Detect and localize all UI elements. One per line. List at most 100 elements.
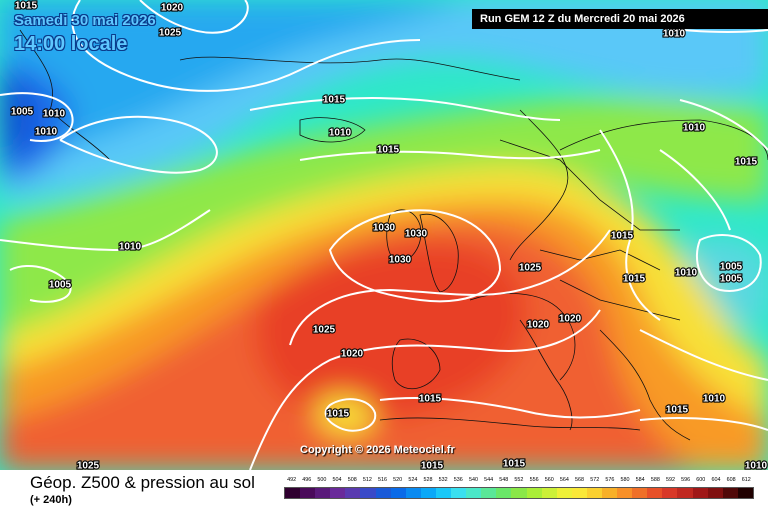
scale-label: 556 <box>529 477 539 483</box>
isobar-label: 1020 <box>161 3 184 14</box>
scale-swatch <box>315 488 331 498</box>
isobar-label: 1010 <box>329 128 352 139</box>
forecast-range: (+ 240h) <box>30 494 72 506</box>
scale-label: 612 <box>741 477 751 483</box>
scale-swatch <box>345 488 361 498</box>
isobar-label: 1015 <box>421 461 444 470</box>
color-scale-legend: 492 496 500 504 508 512 516 520 524 528 532 536 540 5… <box>284 477 754 507</box>
isobar-label: 1030 <box>373 223 396 234</box>
isobar-label: 1015 <box>611 231 634 242</box>
isobar-label: 1030 <box>389 255 412 266</box>
scale-label: 524 <box>408 477 418 483</box>
scale-swatch <box>737 488 753 498</box>
scale-swatch <box>435 488 452 498</box>
scale-swatch <box>541 488 557 498</box>
scale-swatch <box>707 488 723 498</box>
valid-date: Samedi 30 mai 2026 <box>14 12 156 29</box>
isobar-label: 1015 <box>623 274 646 285</box>
scale-label: 600 <box>696 477 706 483</box>
scale-label: 596 <box>681 477 691 483</box>
scale-label: 564 <box>559 477 569 483</box>
scale-label: 592 <box>665 477 675 483</box>
isobar-label: 1020 <box>341 349 364 360</box>
scale-swatches <box>284 487 754 499</box>
run-info-banner: Run GEM 12 Z du Mercredi 20 mai 2026 <box>472 9 768 29</box>
scale-label: 548 <box>499 477 509 483</box>
scale-swatch <box>496 488 512 498</box>
isobar-label: 1010 <box>43 109 66 120</box>
isobar-label: 1015 <box>327 409 350 420</box>
scale-swatch <box>526 488 542 498</box>
scale-swatch <box>330 488 346 498</box>
isobar-label: 1020 <box>559 314 582 325</box>
scale-swatch <box>360 488 376 498</box>
scale-swatch <box>481 488 497 498</box>
scale-swatch <box>375 488 391 498</box>
scale-label: 520 <box>393 477 403 483</box>
isobar-label: 1015 <box>377 145 400 156</box>
scale-label: 608 <box>726 477 736 483</box>
scale-swatch <box>420 488 436 498</box>
isobar-label: 1015 <box>666 405 689 416</box>
scale-label: 568 <box>575 477 585 483</box>
scale-swatch <box>556 488 572 498</box>
isobar-label: 1015 <box>15 1 38 12</box>
scale-swatch <box>285 488 301 498</box>
scale-label: 560 <box>544 477 554 483</box>
isobar-label: 1005 <box>11 107 34 118</box>
scale-swatch <box>571 488 587 498</box>
scale-label: 588 <box>650 477 660 483</box>
isobar-label: 1010 <box>703 394 726 405</box>
scale-swatch <box>677 488 693 498</box>
scale-label: 604 <box>711 477 721 483</box>
isobar-label: 1010 <box>663 29 686 40</box>
scale-swatch <box>692 488 708 498</box>
isobar-label: 1015 <box>323 95 346 106</box>
scale-swatch <box>601 488 618 498</box>
copyright-text: Copyright © 2026 Meteociel.fr <box>300 444 455 456</box>
isobar-label: 1025 <box>313 325 336 336</box>
scale-swatch <box>617 488 633 498</box>
isobar-label: 1015 <box>735 157 758 168</box>
isobar-label: 1010 <box>745 461 768 470</box>
geopotential-bands <box>0 0 768 470</box>
isobar-label: 1005 <box>49 280 72 291</box>
scale-label: 540 <box>468 477 478 483</box>
isobar-label: 1010 <box>35 127 58 138</box>
scale-label: 552 <box>514 477 524 483</box>
scale-label: 532 <box>438 477 448 483</box>
chart-title: Géop. Z500 & pression au sol <box>30 473 255 492</box>
scale-label: 504 <box>332 477 342 483</box>
isobar-label: 1020 <box>527 320 550 331</box>
scale-swatch <box>586 488 602 498</box>
isobar-label: 1025 <box>159 28 182 39</box>
scale-label: 500 <box>317 477 327 483</box>
isobar-label: 1005 <box>720 274 743 285</box>
scale-swatch <box>451 488 467 498</box>
isobar-label: 1015 <box>503 459 526 470</box>
local-time: 14:00 locale <box>14 33 128 55</box>
scale-swatch <box>300 488 316 498</box>
scale-swatch <box>722 488 738 498</box>
scale-label: 516 <box>378 477 388 483</box>
scale-swatch <box>511 488 527 498</box>
scale-label: 544 <box>484 477 494 483</box>
isobar-label: 1005 <box>720 262 743 273</box>
scale-swatch <box>466 488 482 498</box>
isobar-label: 1030 <box>405 229 428 240</box>
scale-label: 572 <box>590 477 600 483</box>
scale-label: 528 <box>423 477 433 483</box>
isobar-label: 1010 <box>119 242 142 253</box>
scale-label: 508 <box>347 477 357 483</box>
scale-swatch <box>405 488 421 498</box>
scale-label: 496 <box>302 477 312 483</box>
isobar-label: 1010 <box>675 268 698 279</box>
isobar-label: 1025 <box>77 461 100 470</box>
isobar-label: 1015 <box>419 394 442 405</box>
scale-swatch <box>647 488 663 498</box>
scale-swatch <box>632 488 648 498</box>
scale-label: 580 <box>620 477 630 483</box>
